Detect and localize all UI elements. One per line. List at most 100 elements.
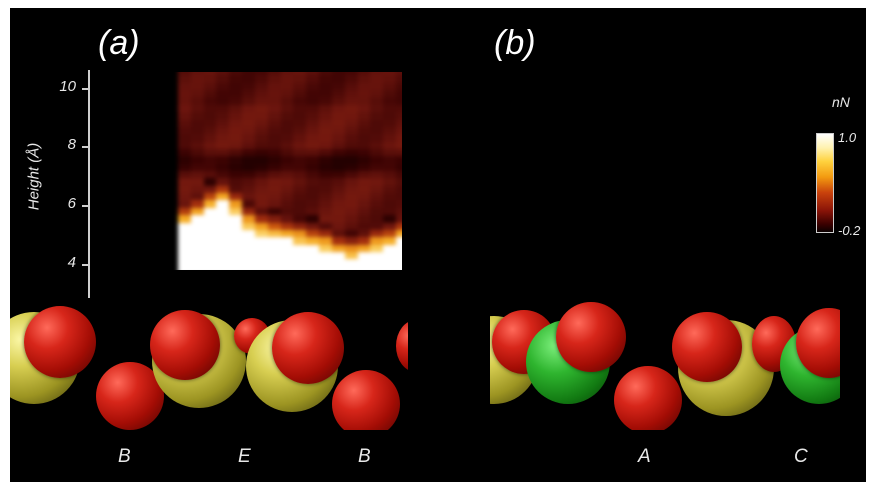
- heatmap-cell: [178, 72, 191, 76]
- heatmap-cell: [383, 163, 397, 171]
- heatmap-cell: [178, 134, 191, 142]
- heatmap-cell: [370, 72, 384, 76]
- heatmap-cell: [242, 215, 255, 223]
- heatmap-cell: [383, 90, 397, 98]
- heatmap-cell: [254, 90, 268, 98]
- heatmap-cell: [293, 75, 307, 83]
- y-tick-label: 8: [67, 136, 76, 153]
- heatmap-cell: [293, 229, 307, 238]
- heatmap-cell: [178, 193, 191, 201]
- heatmap-cell: [370, 141, 384, 149]
- heatmap-cell: [242, 72, 255, 76]
- heatmap-cell: [319, 163, 332, 171]
- heatmap-cell: [267, 148, 281, 157]
- oxygen-atom: [332, 370, 400, 430]
- heatmap-cell: [280, 251, 294, 260]
- heatmap-cell: [357, 237, 371, 245]
- heatmap-cell: [254, 171, 268, 179]
- heatmap-cell: [254, 185, 268, 194]
- heatmap-cell: [280, 237, 294, 245]
- heatmap-cell: [203, 178, 217, 186]
- heatmap-cell: [280, 171, 294, 179]
- heatmap-cell: [203, 82, 217, 91]
- heatmap-cell: [357, 185, 371, 194]
- heatmap-cell: [242, 259, 255, 267]
- heatmap-cell: [357, 90, 371, 98]
- heatmap-cell: [254, 237, 268, 245]
- heatmap-cell: [306, 112, 320, 120]
- heatmap-cell: [396, 185, 402, 194]
- heatmap-cell: [357, 200, 371, 208]
- heatmap-cell: [383, 251, 397, 260]
- heatmap-cell: [344, 185, 358, 194]
- heatmap-cell: [254, 75, 268, 83]
- heatmap-cell: [383, 119, 397, 127]
- molecular-model-a: [10, 290, 408, 430]
- heatmap-cell: [396, 90, 402, 98]
- heatmap-cell: [306, 222, 320, 230]
- heatmap-cell: [293, 82, 307, 91]
- heatmap-cell: [242, 185, 255, 194]
- heatmap-cell: [229, 104, 243, 113]
- heatmap-cell: [203, 163, 217, 171]
- heatmap-cell: [254, 229, 268, 238]
- heatmap-cell: [242, 193, 255, 201]
- molecular-model-b: [490, 290, 840, 430]
- heatmap-cell: [254, 72, 268, 76]
- heatmap-cell: [190, 148, 204, 157]
- heatmap-cell: [190, 163, 204, 171]
- heatmap-cell: [344, 171, 358, 179]
- y-tick-mark: [82, 205, 90, 207]
- heatmap-cell: [229, 134, 243, 142]
- oxygen-atom: [672, 312, 742, 382]
- heatmap-cell: [357, 72, 371, 76]
- heatmap-cell: [254, 266, 268, 270]
- heatmap-cell: [280, 266, 294, 270]
- heatmap-cell: [242, 90, 255, 98]
- heatmap-cell: [229, 193, 243, 201]
- heatmap-cell: [396, 215, 402, 223]
- heatmap-cell: [203, 90, 217, 98]
- heatmap-cell: [357, 112, 371, 120]
- heatmap-cell: [267, 193, 281, 201]
- heatmap-cell: [293, 141, 307, 149]
- heatmap-cell: [344, 119, 358, 127]
- heatmap-cell: [370, 259, 384, 267]
- heatmap-cell: [383, 200, 397, 208]
- heatmap-cell: [216, 171, 230, 179]
- heatmap-cell: [319, 193, 332, 201]
- heatmap-cell: [331, 72, 345, 76]
- heatmap-cell: [370, 244, 384, 252]
- heatmap-cell: [370, 266, 384, 270]
- heatmap-cell: [254, 126, 268, 135]
- heatmap-cell: [331, 75, 345, 83]
- heatmap-cell: [306, 237, 320, 245]
- heatmap-cell: [178, 82, 191, 91]
- heatmap-cell: [293, 72, 307, 76]
- heatmap-cell: [370, 171, 384, 179]
- heatmap-cell: [344, 104, 358, 113]
- heatmap-cell: [178, 148, 191, 157]
- heatmap-cell: [331, 112, 345, 120]
- heatmap-cell: [331, 156, 345, 164]
- heatmap-cell: [396, 97, 402, 105]
- heatmap-cell: [396, 200, 402, 208]
- heatmap-cell: [280, 156, 294, 164]
- heatmap-cell: [331, 104, 345, 113]
- heatmap-cell: [293, 119, 307, 127]
- heatmap-cell: [242, 222, 255, 230]
- heatmap-cell: [396, 75, 402, 83]
- heatmap-cell: [293, 148, 307, 157]
- heatmap-cell: [267, 97, 281, 105]
- heatmap-cell: [383, 97, 397, 105]
- heatmap-cell: [293, 237, 307, 245]
- heatmap-cell: [331, 251, 345, 260]
- heatmap-cell: [267, 237, 281, 245]
- heatmap-cell: [267, 82, 281, 91]
- heatmap-cell: [229, 163, 243, 171]
- heatmap-cell: [254, 207, 268, 216]
- heatmap-cell: [267, 171, 281, 179]
- heatmap-cell: [216, 119, 230, 127]
- heatmap-cell: [178, 222, 191, 230]
- heatmap-cell: [293, 171, 307, 179]
